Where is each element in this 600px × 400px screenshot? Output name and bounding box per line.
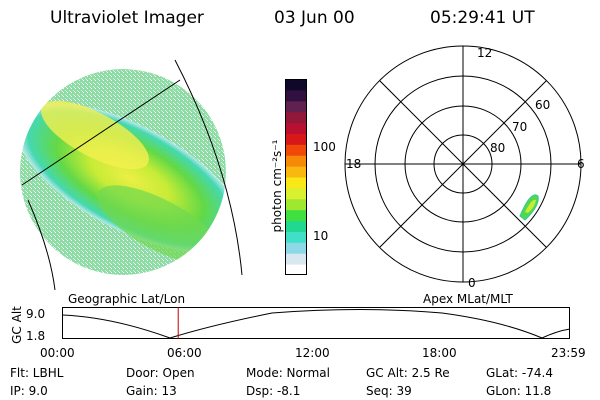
- info-glon: GLon: 11.8: [486, 384, 552, 398]
- date-label: 03 Jun 00: [274, 8, 355, 28]
- timeline-xtick-0: 00:00: [40, 346, 75, 360]
- mlt-label-left: 18: [346, 157, 362, 171]
- altitude-curve: [61, 309, 571, 339]
- timeline-plot: [61, 307, 571, 339]
- colorbar-segment: [285, 187, 307, 200]
- colorbar-segment: [285, 242, 307, 254]
- timeline-xtick-2: 12:00: [295, 346, 330, 360]
- lat-boundary-line: [21, 79, 181, 186]
- polar-panel-label: Apex MLat/MLT: [423, 292, 513, 306]
- colorbar-segment: [285, 231, 307, 243]
- colorbar-segment: [285, 166, 307, 178]
- timeline-xtick-3: 18:00: [422, 346, 457, 360]
- colorbar-frame: [285, 79, 307, 275]
- timeline-xtick-4: 23:59: [551, 346, 586, 360]
- colorbar-segment: [285, 209, 307, 222]
- colorbar-segment: [285, 177, 307, 189]
- colorbar-segment: [285, 133, 307, 145]
- geo-image-panel: [20, 59, 243, 291]
- geo-panel-label: Geographic Lat/Lon: [68, 292, 186, 306]
- colorbar-tick-10: 10: [313, 229, 329, 243]
- info-ip: IP: 9.0: [10, 384, 48, 398]
- colorbar-segment: [285, 198, 307, 211]
- colorbar-segment: [285, 111, 307, 124]
- lat-label-70: 70: [512, 120, 528, 134]
- colorbar-segment: [285, 89, 307, 102]
- colorbar-segment: [285, 264, 307, 276]
- info-gain: Gain: 13: [126, 384, 177, 398]
- timeline-ylabel: GC Alt: [10, 306, 24, 344]
- mlt-label-top: 12: [477, 46, 493, 60]
- colorbar-segment: [285, 79, 307, 91]
- lat-label-80: 80: [490, 141, 506, 155]
- colorbar-segment: [285, 100, 307, 113]
- mlt-label-right: 6: [577, 157, 585, 171]
- info-flt: Flt: LBHL: [10, 366, 64, 380]
- colorbar-segment: [285, 253, 307, 265]
- colorbar-segment: [285, 220, 307, 232]
- colorbar-label: photon cm⁻²s⁻¹: [270, 139, 284, 233]
- info-door: Door: Open: [126, 366, 195, 380]
- instrument-title: Ultraviolet Imager: [50, 8, 204, 28]
- timeline-ytick-high: 9.0: [26, 307, 46, 321]
- limb-line-left: [27, 199, 56, 291]
- colorbar-segment: [285, 144, 307, 156]
- colorbar-scale: [285, 79, 307, 276]
- timeline-frame: [62, 307, 570, 339]
- info-seq: Seq: 39: [366, 384, 412, 398]
- info-dsp: Dsp: -8.1: [246, 384, 301, 398]
- timeline-ytick-low: 1.8: [26, 329, 46, 343]
- colorbar-segment: [285, 122, 307, 134]
- limb-line-right: [174, 59, 243, 276]
- polar-diagonal-2: [379, 80, 547, 248]
- aurora-emission: [20, 69, 226, 275]
- mlt-label-bottom: 0: [468, 276, 476, 290]
- info-gc-alt: GC Alt: 2.5 Re: [366, 366, 450, 380]
- colorbar-segment: [285, 155, 307, 167]
- polar-plot: [344, 45, 582, 283]
- time-label: 05:29:41 UT: [430, 8, 535, 28]
- info-glat: GLat: -74.4: [486, 366, 553, 380]
- colorbar-tick-100: 100: [313, 140, 336, 154]
- info-mode: Mode: Normal: [246, 366, 330, 380]
- polar-aurora-core: [525, 199, 536, 213]
- timeline-xtick-1: 06:00: [167, 346, 202, 360]
- lat-label-60: 60: [535, 98, 551, 112]
